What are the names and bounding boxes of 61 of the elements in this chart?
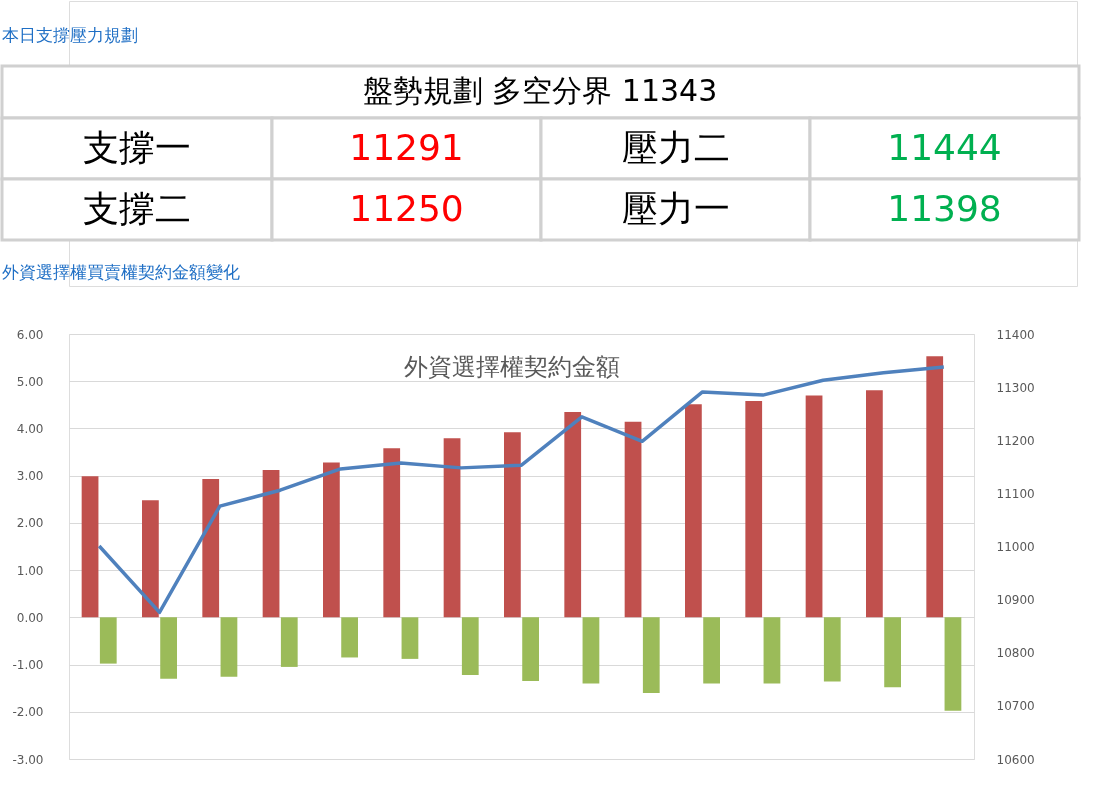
bar: [383, 448, 401, 618]
bar: [443, 438, 461, 618]
bar: [401, 617, 419, 659]
bar: [944, 617, 962, 711]
y-tick-label: -3.00: [12, 752, 44, 767]
bar: [926, 356, 944, 618]
bar: [624, 421, 642, 618]
bar: [262, 470, 280, 618]
y2-tick-label: 10700: [996, 699, 1035, 714]
bar: [564, 411, 582, 618]
bar: [685, 404, 702, 618]
text: 11250: [349, 188, 464, 229]
text: 外資選擇權契約金額: [404, 353, 621, 381]
bar: [99, 617, 117, 664]
bar: [160, 617, 177, 679]
y-tick-label: -2.00: [12, 705, 44, 720]
y2-tick-label: 11400: [996, 327, 1035, 342]
text: 11398: [887, 188, 1002, 229]
y2-tick-label: 10600: [996, 752, 1035, 767]
y2-tick-label: 11200: [996, 433, 1035, 448]
y-tick-label: 1.00: [16, 563, 44, 578]
bar: [323, 462, 340, 618]
bar: [703, 617, 720, 684]
text: 盤勢規劃 多空分界 11343: [362, 73, 718, 108]
bar: [504, 432, 521, 618]
bar: [823, 617, 841, 682]
bar: [763, 617, 781, 684]
y-tick-label: 0.00: [16, 610, 44, 625]
y2-tick-label: 11300: [996, 380, 1035, 395]
text: 壓力一: [621, 188, 730, 229]
bar: [461, 617, 479, 675]
bar: [81, 476, 99, 618]
y-tick-label: 2.00: [16, 516, 44, 531]
text: 11444: [887, 127, 1002, 168]
y2-tick-label: 10800: [996, 646, 1035, 661]
bar: [642, 617, 660, 693]
y-tick-label: 3.00: [16, 469, 44, 484]
bar: [884, 617, 901, 688]
y2-tick-label: 10900: [996, 593, 1035, 608]
y-tick-label: 6.00: [16, 327, 44, 342]
text: 支撐一: [83, 127, 191, 168]
chart-subtitle: 外資選擇權買賣權契約金額變化: [2, 262, 240, 282]
text: 壓力二: [621, 127, 730, 168]
bar: [522, 617, 539, 682]
bar: [220, 617, 238, 677]
text: 11291: [349, 127, 464, 168]
y-tick-label: 5.00: [16, 374, 44, 389]
bar: [341, 617, 358, 658]
bar: [745, 401, 763, 618]
text: 本日支撐壓力規劃: [2, 25, 138, 45]
bar: [202, 478, 220, 618]
y-tick-label: -1.00: [12, 658, 44, 673]
text: 支撐二: [83, 188, 191, 229]
y2-tick-label: 11000: [996, 540, 1035, 554]
y2-tick-label: 11100: [996, 486, 1035, 501]
bar: [142, 500, 159, 618]
bar: [866, 390, 883, 618]
bar: [280, 617, 298, 667]
bar: [582, 617, 600, 684]
bar: [805, 395, 823, 618]
y-tick-label: 4.00: [16, 421, 44, 436]
